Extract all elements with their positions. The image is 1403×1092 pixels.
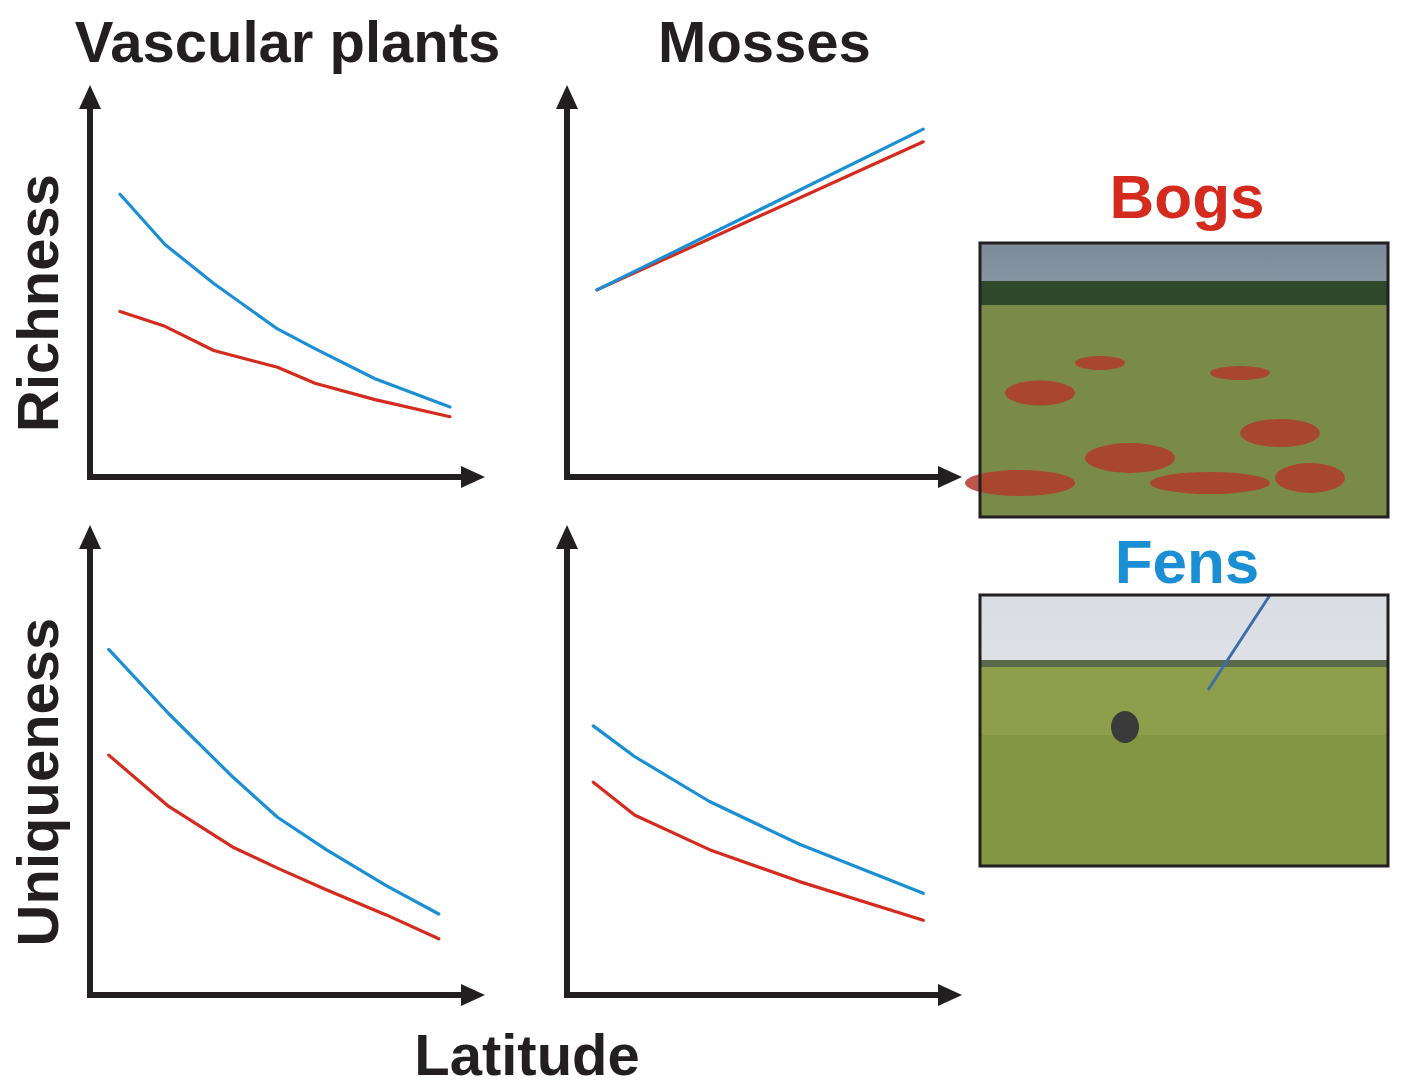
line-fens <box>593 726 923 893</box>
line-fens <box>109 649 439 914</box>
plot-area <box>120 194 450 416</box>
x-axis <box>90 992 465 998</box>
legend-label: Fens <box>1115 527 1260 596</box>
panel-title: Mosses <box>658 9 871 74</box>
panel <box>556 85 962 488</box>
y-axis-label: Uniqueness <box>5 618 70 947</box>
panel <box>79 85 485 488</box>
photo <box>965 243 1388 517</box>
x-axis-arrow <box>461 984 485 1006</box>
plot-area <box>597 129 923 290</box>
figure: Vascular plants Richness Mosses Uniqueness L… <box>0 0 1403 1092</box>
line-bogs <box>120 311 450 416</box>
x-axis <box>567 474 942 480</box>
y-axis <box>564 105 570 480</box>
legend-label: Bogs <box>1110 162 1265 231</box>
x-axis <box>567 992 942 998</box>
y-axis <box>87 105 93 480</box>
y-axis-arrow <box>556 85 578 109</box>
y-axis-arrow <box>79 525 101 549</box>
y-axis-arrow <box>79 85 101 109</box>
x-axis-label: Latitude <box>414 1022 640 1087</box>
plot-area <box>593 726 923 920</box>
x-axis <box>90 474 465 480</box>
line-fens <box>597 129 923 290</box>
x-axis-arrow <box>938 466 962 488</box>
y-axis-label: Richness <box>5 174 70 432</box>
y-axis <box>564 545 570 998</box>
panel <box>79 525 485 1006</box>
line-bogs <box>109 755 439 939</box>
line-bogs <box>593 782 923 920</box>
photo <box>980 595 1388 866</box>
x-axis-arrow <box>461 466 485 488</box>
y-axis <box>87 545 93 998</box>
x-axis-arrow <box>938 984 962 1006</box>
line-fens <box>120 194 450 407</box>
y-axis-arrow <box>556 525 578 549</box>
panel-title: Vascular plants <box>75 9 501 74</box>
plot-area <box>109 649 439 938</box>
line-bogs <box>597 142 923 290</box>
panel <box>556 525 962 1006</box>
